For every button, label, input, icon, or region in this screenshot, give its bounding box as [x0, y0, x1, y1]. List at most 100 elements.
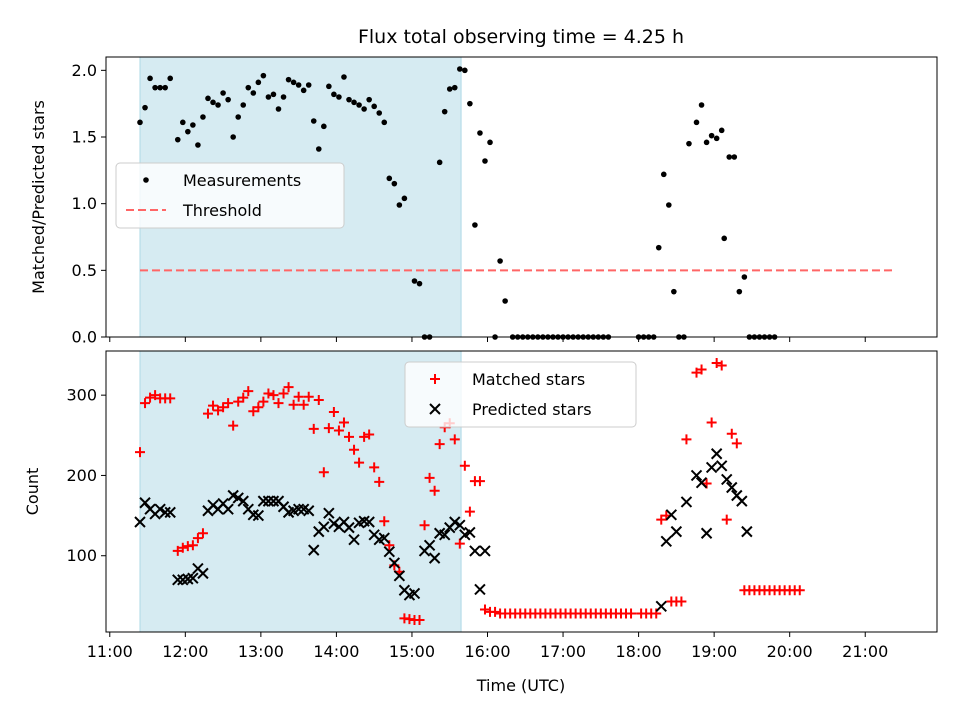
matched-star-point	[253, 402, 264, 413]
x-tick-label: 17:00	[540, 642, 586, 661]
measurement-point	[446, 86, 453, 92]
measurement-point	[436, 159, 443, 166]
matched-star-point	[474, 476, 485, 487]
matched-star-point	[208, 400, 219, 411]
measurement-point	[736, 288, 743, 295]
matched-star-point	[434, 439, 445, 450]
matched-star-point	[490, 606, 501, 617]
matched-star-point	[344, 431, 355, 442]
matched-star-point	[243, 386, 254, 397]
measurement-point	[472, 222, 478, 228]
legend-label: Measurements	[183, 171, 301, 190]
matched-star-point	[454, 538, 465, 549]
matched-star-point	[248, 406, 259, 417]
measurement-point	[396, 202, 403, 208]
matched-star-point	[187, 540, 198, 551]
predicted-star-point	[197, 567, 209, 580]
x-tick-label: 21:00	[842, 642, 888, 661]
measurement-point	[336, 94, 342, 100]
predicted-star-point	[423, 539, 436, 551]
predicted-star-point	[438, 529, 451, 541]
predicted-star-point	[721, 473, 733, 486]
measurement-point	[260, 72, 267, 79]
measurement-point	[655, 244, 662, 251]
matched-star-point	[726, 428, 737, 439]
matched-star-point	[177, 542, 188, 553]
measurement-point	[142, 104, 148, 111]
measurement-point	[487, 139, 493, 146]
predicted-star-point	[428, 552, 441, 564]
matched-star-point	[228, 420, 239, 431]
legend-label: Predicted stars	[472, 400, 592, 419]
y-axis-title: Matched/Predicted stars	[29, 100, 48, 294]
predicted-star-point	[164, 506, 176, 519]
matched-star-point	[364, 429, 375, 440]
measurement-point	[708, 132, 715, 139]
predicted-star-point	[378, 532, 390, 544]
measurement-point	[366, 96, 372, 103]
matched-star-point	[731, 438, 742, 449]
matched-star-point	[359, 431, 370, 442]
predicted-star-point	[469, 545, 481, 557]
predicted-star-point	[700, 527, 713, 539]
matched-star-point	[150, 390, 161, 401]
measurement-point	[162, 84, 168, 91]
measurement-point	[371, 103, 377, 110]
predicted-star-point	[187, 572, 199, 584]
matched-star-point	[318, 467, 329, 478]
legend-marker-predicted	[429, 403, 441, 415]
matched-star-point	[459, 460, 470, 471]
legend-label: Matched stars	[472, 370, 585, 389]
matched-star-point	[414, 614, 425, 625]
matched-star-point	[197, 528, 208, 539]
predicted-star-point	[474, 583, 486, 596]
predicted-star-point	[348, 533, 360, 546]
y-axis-title: Count	[23, 468, 42, 516]
measurement-point	[275, 106, 282, 112]
predicted-star-point	[454, 519, 466, 531]
predicted-star-point	[388, 557, 401, 569]
predicted-star-point	[134, 516, 146, 528]
measurement-point	[718, 127, 725, 134]
matched-star-point	[656, 514, 667, 525]
predicted-star-point	[237, 495, 249, 507]
predicted-star-point	[262, 495, 275, 507]
predicted-star-point	[715, 460, 728, 472]
predicted-star-point	[222, 503, 234, 515]
measurement-point	[341, 74, 347, 80]
measurement-point	[686, 140, 692, 147]
matched-star-point	[140, 398, 151, 409]
predicted-star-point	[154, 503, 166, 515]
measurement-point	[255, 79, 262, 86]
matched-star-point	[333, 425, 344, 436]
measurement-point	[441, 108, 448, 115]
measurement-point	[195, 142, 201, 148]
x-tick-label: 18:00	[616, 642, 662, 661]
matched-star-point	[429, 485, 440, 496]
predicted-star-point	[655, 600, 667, 613]
predicted-star-point	[695, 476, 708, 489]
measurement-point	[331, 91, 337, 98]
chart-title: Flux total observing time = 4.25 h	[358, 26, 684, 48]
matched-star-point	[273, 398, 284, 409]
predicted-star-point	[267, 495, 280, 507]
measurement-point	[693, 119, 700, 126]
matched-star-point	[721, 514, 732, 525]
measurement-point	[721, 235, 728, 242]
matched-star-point	[298, 399, 309, 410]
measurement-point	[290, 79, 297, 86]
legend-box	[115, 162, 345, 229]
matched-star-point	[676, 596, 687, 607]
predicted-star-point	[328, 517, 340, 530]
y-tick-label: 0.0	[72, 328, 97, 347]
matched-star-point	[258, 396, 269, 407]
x-tick-label: 13:00	[238, 642, 284, 661]
measurement-point	[391, 180, 398, 187]
matched-star-point	[145, 392, 156, 403]
legend: Matched stars Predicted stars	[404, 361, 637, 428]
predicted-star-point	[159, 506, 171, 519]
matched-star-point	[706, 417, 717, 428]
matched-star-point	[716, 360, 727, 371]
y-tick-label: 1.5	[72, 128, 97, 147]
